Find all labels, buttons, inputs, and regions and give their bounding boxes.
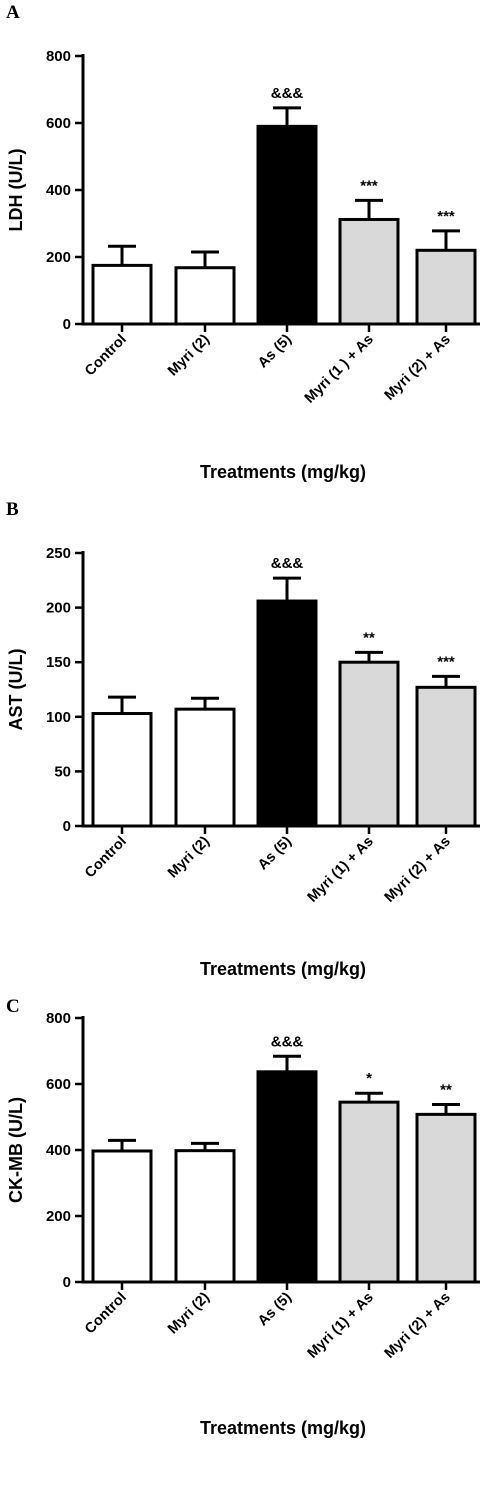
x-axis-title: Treatments (mg/kg)	[200, 959, 366, 979]
y-tick-label: 100	[46, 709, 71, 726]
panel-label: A	[6, 2, 20, 23]
y-tick-label: 800	[46, 48, 71, 65]
bar	[256, 124, 318, 326]
x-category-label: Control	[82, 332, 130, 380]
significance-label: &&&	[271, 1033, 304, 1050]
bar	[338, 217, 400, 326]
x-category-label: Myri (2) + As	[382, 1290, 454, 1362]
y-tick-label: 400	[46, 182, 71, 199]
panel-label: C	[6, 996, 20, 1017]
y-tick-label: 600	[46, 1076, 71, 1093]
significance-label: &&&	[271, 555, 304, 572]
bar	[91, 712, 153, 828]
y-tick-label: 400	[46, 1142, 71, 1159]
x-category-label: Myri (1) + As	[305, 834, 377, 906]
y-tick-label: 50	[54, 763, 71, 780]
x-category-label: Control	[82, 1290, 130, 1338]
y-tick-label: 200	[46, 1208, 71, 1225]
bar	[338, 660, 400, 828]
significance-label: ***	[437, 208, 455, 225]
y-tick-label: 200	[46, 600, 71, 617]
significance-label: &&&	[271, 85, 304, 102]
chart-panel-c: C &&& * ** 0 200 400 600 800 Control Myri (2) As (…	[0, 994, 500, 1491]
bar	[91, 1149, 153, 1284]
y-axis-title: LDH (U/L)	[6, 149, 26, 232]
chart-panel-a: A &&& *** *** 0 200 400 600 800 Control Myri (2) A…	[0, 0, 500, 497]
y-tick-label: 250	[46, 545, 71, 562]
panel-label: B	[6, 499, 19, 520]
bar	[174, 707, 236, 828]
x-category-label: Myri (2) + As	[382, 834, 454, 906]
significance-label: ***	[437, 653, 455, 670]
y-tick-label: 200	[46, 249, 71, 266]
y-tick-label: 0	[63, 818, 71, 835]
bar	[415, 1112, 477, 1284]
significance-label: ***	[360, 177, 378, 194]
x-axis-title: Treatments (mg/kg)	[200, 462, 366, 482]
y-axis-title: CK-MB (U/L)	[6, 1097, 26, 1203]
x-category-label: As (5)	[255, 331, 295, 371]
x-category-label: Myri (1 ) + As	[302, 332, 377, 407]
y-tick-label: 800	[46, 1010, 71, 1027]
bar	[91, 263, 153, 326]
bar-chart: &&& *** *** 0 200 400 600 800 Control Myri (2) As …	[6, 48, 480, 482]
y-tick-label: 0	[63, 316, 71, 333]
bar	[338, 1100, 400, 1284]
x-category-label: Myri (2)	[165, 833, 213, 881]
x-category-label: Myri (2)	[165, 1289, 213, 1337]
significance-label: **	[363, 629, 375, 646]
bar	[415, 685, 477, 828]
x-category-label: As (5)	[255, 1289, 295, 1329]
x-category-label: Control	[82, 834, 130, 882]
x-category-label: As (5)	[255, 833, 295, 873]
significance-label: *	[366, 1070, 372, 1087]
bar	[174, 266, 236, 326]
significance-label: **	[440, 1081, 452, 1098]
x-category-label: Myri (2) + As	[382, 332, 454, 404]
x-category-label: Myri (2)	[165, 331, 213, 379]
x-category-label: Myri (1) + As	[305, 1290, 377, 1362]
y-axis-title: AST (U/L)	[6, 649, 26, 731]
bar	[174, 1149, 236, 1284]
bar	[415, 248, 477, 326]
x-axis-title: Treatments (mg/kg)	[200, 1418, 366, 1438]
bar	[256, 599, 318, 828]
y-tick-label: 150	[46, 654, 71, 671]
bar	[256, 1070, 318, 1284]
chart-panel-b: B &&& ** *** 0 50 100 150 200 250 Control Myri (2)…	[0, 497, 500, 994]
y-tick-label: 600	[46, 115, 71, 132]
y-tick-label: 0	[63, 1274, 71, 1291]
